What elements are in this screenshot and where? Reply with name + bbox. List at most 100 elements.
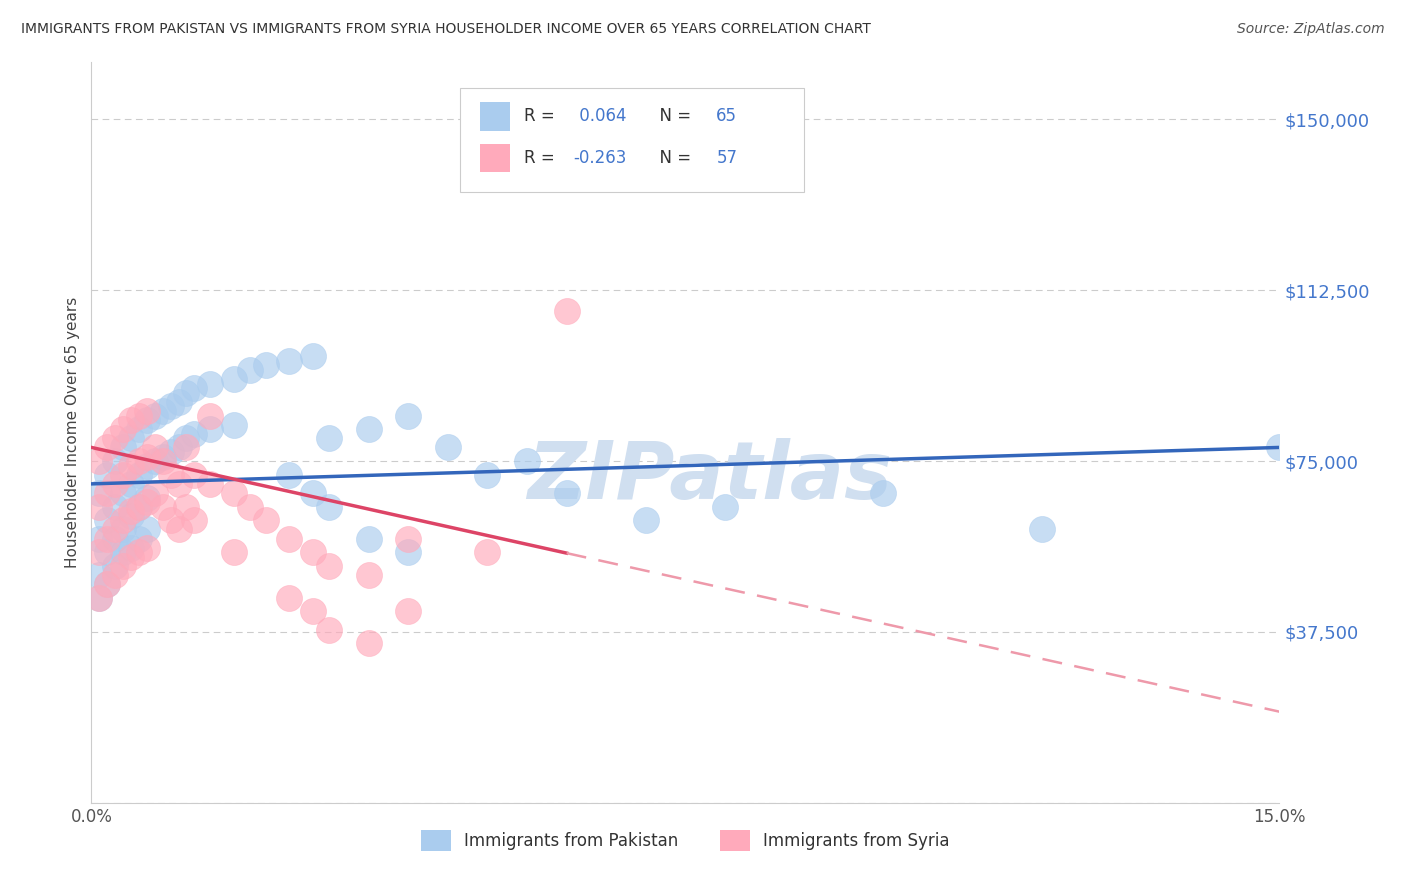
- Point: [152, 500, 174, 514]
- Point: [167, 523, 190, 537]
- Point: [159, 400, 181, 414]
- Point: [112, 513, 135, 527]
- Point: [176, 385, 198, 400]
- Point: [135, 404, 157, 418]
- Point: [104, 523, 127, 537]
- Point: [128, 532, 150, 546]
- Point: [89, 454, 111, 468]
- Text: N =: N =: [648, 108, 696, 126]
- Point: [436, 441, 458, 455]
- Point: [555, 486, 578, 500]
- Point: [318, 500, 340, 514]
- Point: [152, 404, 174, 418]
- Point: [143, 441, 166, 455]
- Point: [634, 513, 657, 527]
- Point: [135, 523, 157, 537]
- Point: [396, 409, 419, 423]
- Point: [135, 413, 157, 427]
- Point: [128, 467, 150, 482]
- Point: [396, 532, 419, 546]
- Point: [104, 558, 127, 573]
- Point: [222, 545, 245, 559]
- Point: [477, 467, 499, 482]
- Point: [112, 467, 135, 482]
- Point: [120, 476, 142, 491]
- Text: 0.064: 0.064: [574, 108, 626, 126]
- Point: [477, 545, 499, 559]
- Point: [183, 381, 205, 395]
- Point: [302, 604, 325, 618]
- Point: [120, 504, 142, 518]
- Point: [128, 545, 150, 559]
- Point: [167, 441, 190, 455]
- Point: [89, 568, 111, 582]
- Point: [112, 486, 135, 500]
- Point: [176, 500, 198, 514]
- Point: [167, 395, 190, 409]
- Point: [200, 409, 222, 423]
- Point: [104, 476, 127, 491]
- Point: [1268, 441, 1291, 455]
- FancyBboxPatch shape: [479, 103, 509, 130]
- Point: [104, 454, 127, 468]
- Point: [302, 545, 325, 559]
- Text: 65: 65: [716, 108, 737, 126]
- FancyBboxPatch shape: [479, 144, 509, 172]
- Point: [112, 558, 135, 573]
- Point: [112, 441, 135, 455]
- Point: [112, 523, 135, 537]
- Point: [96, 532, 118, 546]
- Point: [89, 545, 111, 559]
- Point: [222, 372, 245, 386]
- Point: [318, 431, 340, 445]
- Text: R =: R =: [524, 149, 560, 167]
- Point: [159, 445, 181, 459]
- Legend: Immigrants from Pakistan, Immigrants from Syria: Immigrants from Pakistan, Immigrants fro…: [415, 823, 956, 857]
- Point: [278, 532, 301, 546]
- Point: [159, 467, 181, 482]
- Point: [96, 577, 118, 591]
- Point: [152, 450, 174, 464]
- Text: 57: 57: [716, 149, 737, 167]
- Text: N =: N =: [648, 149, 696, 167]
- Point: [1031, 523, 1053, 537]
- Point: [254, 513, 277, 527]
- Point: [183, 426, 205, 441]
- Point: [318, 623, 340, 637]
- Point: [120, 549, 142, 564]
- Point: [222, 486, 245, 500]
- Point: [357, 532, 380, 546]
- Point: [396, 545, 419, 559]
- Point: [239, 500, 262, 514]
- Point: [183, 467, 205, 482]
- Point: [89, 532, 111, 546]
- Point: [104, 532, 127, 546]
- Point: [254, 359, 277, 373]
- Point: [516, 454, 538, 468]
- Point: [120, 431, 142, 445]
- Point: [135, 450, 157, 464]
- Point: [200, 376, 222, 391]
- Point: [112, 422, 135, 436]
- Point: [135, 541, 157, 555]
- Point: [714, 500, 737, 514]
- Point: [183, 513, 205, 527]
- Point: [159, 513, 181, 527]
- Point: [120, 413, 142, 427]
- Point: [167, 476, 190, 491]
- Point: [302, 486, 325, 500]
- Point: [96, 467, 118, 482]
- Point: [278, 591, 301, 605]
- Point: [89, 500, 111, 514]
- Point: [200, 476, 222, 491]
- Point: [89, 486, 111, 500]
- Point: [555, 303, 578, 318]
- Text: Source: ZipAtlas.com: Source: ZipAtlas.com: [1237, 22, 1385, 37]
- Point: [143, 486, 166, 500]
- Point: [96, 577, 118, 591]
- Point: [357, 636, 380, 650]
- Point: [120, 508, 142, 523]
- Point: [112, 545, 135, 559]
- Point: [143, 454, 166, 468]
- Point: [96, 441, 118, 455]
